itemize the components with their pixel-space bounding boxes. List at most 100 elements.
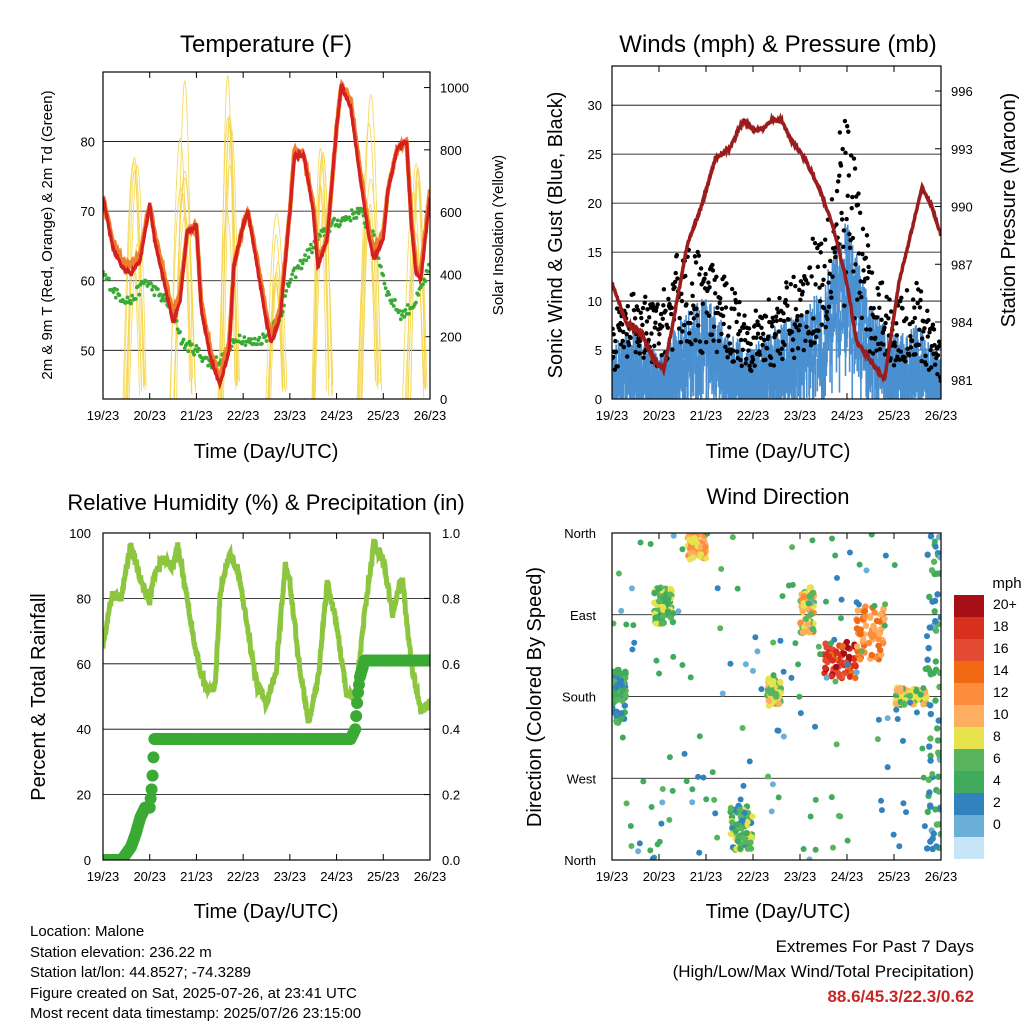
solar-series-line: [173, 170, 196, 399]
direction-point: [893, 706, 900, 713]
y-right-tick-label: 0.8: [442, 591, 460, 606]
direction-point: [881, 622, 888, 629]
y-tick-label: North: [564, 526, 596, 541]
dewpoint-point: [423, 279, 428, 283]
gust-point: [638, 310, 643, 315]
direction-point: [659, 785, 666, 792]
colorbar-swatch: [954, 793, 984, 815]
gust-point: [898, 349, 903, 354]
direction-point: [768, 808, 775, 815]
dewpoint-point: [144, 279, 149, 283]
direction-point: [767, 689, 774, 697]
gust-point: [861, 268, 866, 273]
y-tick-label: 20: [77, 788, 91, 803]
gust-point: [778, 317, 783, 323]
gust-point: [848, 153, 854, 158]
dewpoint-point: [283, 294, 288, 298]
dewpoint-point: [298, 258, 303, 263]
gust-point: [888, 309, 894, 314]
direction-point: [822, 640, 829, 647]
winds-xlabel: Time (Day/UTC): [706, 441, 851, 463]
direction-point: [700, 774, 707, 781]
gust-point: [937, 343, 941, 348]
gust-point: [908, 345, 914, 350]
gust-point: [826, 280, 831, 285]
gust-point: [644, 331, 649, 336]
gust-point: [829, 197, 835, 202]
dewpoint-point: [383, 286, 388, 291]
direction-point: [833, 648, 840, 655]
dewpoint-point: [255, 342, 260, 347]
dewpoint-point: [356, 211, 361, 216]
gust-point: [839, 210, 844, 216]
colorbar-label: 8: [993, 728, 1001, 744]
y-right-tick-label: 0.0: [442, 853, 460, 868]
gust-point: [644, 319, 650, 324]
gust-point: [935, 372, 940, 377]
gust-point: [786, 317, 791, 322]
precip-point: [147, 751, 160, 764]
gust-point: [748, 341, 753, 347]
gust-point: [882, 325, 887, 330]
gust-point: [817, 299, 823, 304]
gust-point: [925, 308, 930, 314]
solar-series-line: [359, 178, 383, 399]
gust-point: [625, 303, 630, 309]
gust-point: [812, 240, 818, 246]
direction-point: [768, 681, 775, 688]
gust-point: [868, 327, 873, 332]
gust-point: [819, 241, 824, 246]
gust-point: [763, 314, 769, 319]
gust-point: [768, 362, 773, 367]
direction-point: [652, 614, 659, 622]
gust-point: [926, 318, 931, 323]
gust-point: [923, 353, 928, 359]
gust-point: [795, 346, 801, 351]
direction-point: [929, 835, 936, 842]
dewpoint-point: [289, 277, 293, 282]
dewpoint-point: [287, 280, 292, 285]
y-tick-label: 0: [84, 853, 91, 868]
dewpoint-point: [137, 292, 142, 297]
direction-point: [868, 633, 876, 641]
direction-point: [765, 773, 772, 780]
direction-point: [846, 549, 853, 556]
direction-point: [927, 803, 934, 810]
colorbar-label: 10: [993, 706, 1009, 722]
colorbar-label: 18: [993, 618, 1009, 634]
gust-point: [763, 357, 768, 363]
gust-point: [675, 276, 680, 281]
y-tick-label: 60: [77, 657, 91, 672]
y-right-tick-label: 0.6: [442, 657, 460, 672]
gust-point: [865, 243, 871, 248]
direction-point: [754, 648, 761, 655]
direction-point: [935, 533, 941, 541]
gust-point: [808, 339, 813, 344]
colorbar-swatch: [954, 749, 984, 771]
solar-series-line: [311, 148, 330, 399]
gust-point: [909, 338, 915, 344]
direction-point: [752, 634, 759, 641]
gust-point: [794, 318, 800, 323]
dewpoint-point: [178, 330, 182, 334]
gust-point: [716, 338, 722, 344]
gust-point: [717, 300, 722, 306]
gust-point: [847, 245, 853, 250]
direction-point: [612, 708, 618, 716]
dewpoint-point: [158, 292, 163, 297]
gust-point: [935, 353, 941, 358]
direction-point: [623, 800, 630, 807]
solar-series-line: [312, 183, 327, 399]
gust-point: [866, 264, 871, 270]
gust-point: [932, 342, 937, 348]
gust-point: [928, 347, 933, 353]
direction-point: [744, 845, 752, 852]
gust-point: [912, 315, 918, 321]
gust-point: [856, 191, 861, 196]
humidity-title: Relative Humidity (%) & Precipitation (i…: [67, 490, 464, 515]
gust-point: [774, 318, 779, 324]
direction-point: [689, 786, 696, 793]
gust-point: [808, 343, 814, 348]
dewpoint-point: [205, 356, 209, 360]
direction-point: [636, 840, 643, 847]
